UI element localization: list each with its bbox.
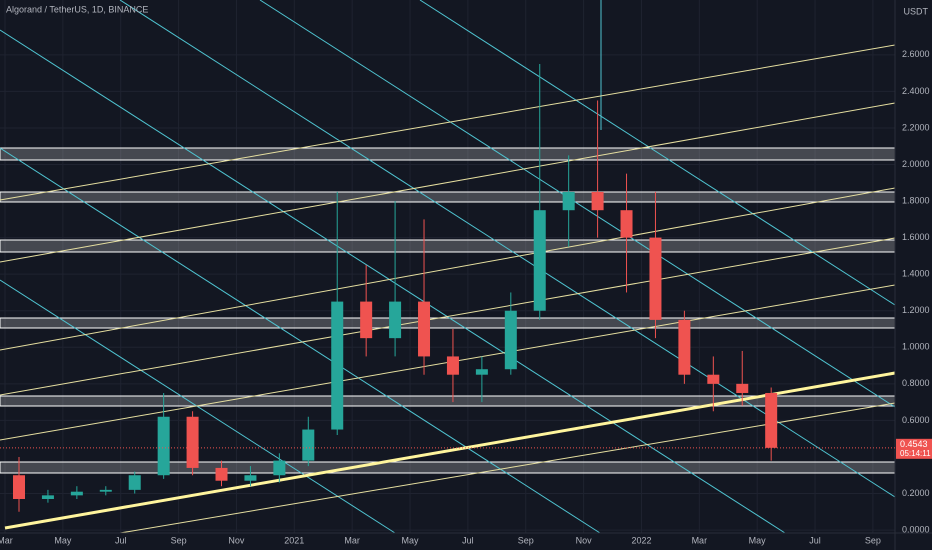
candle-body bbox=[707, 374, 720, 384]
candle-body bbox=[533, 210, 546, 311]
zone bbox=[0, 317, 896, 329]
candle-body bbox=[244, 475, 257, 481]
candle-body bbox=[389, 301, 402, 339]
x-tick-label: Mar bbox=[0, 535, 13, 545]
candle-body bbox=[620, 210, 633, 238]
candle-body bbox=[649, 237, 662, 320]
x-tick-label: Nov bbox=[228, 535, 245, 545]
y-tick-label: 0.0000 bbox=[902, 524, 930, 534]
zone bbox=[0, 239, 896, 253]
candle-body bbox=[418, 301, 431, 357]
x-tick-label: Mar bbox=[692, 535, 708, 545]
y-tick-label: 1.6000 bbox=[902, 232, 930, 242]
x-tick-label: Jul bbox=[115, 535, 127, 545]
trend-line bbox=[4, 371, 896, 530]
x-tick-label: Sep bbox=[171, 535, 187, 545]
candle-body bbox=[273, 460, 286, 476]
candle-body bbox=[99, 489, 112, 492]
x-tick-label: May bbox=[54, 535, 72, 545]
candle-body bbox=[13, 475, 25, 500]
x-tick-label: Sep bbox=[865, 535, 881, 545]
candle-body bbox=[736, 383, 749, 393]
candle-body bbox=[302, 429, 315, 461]
zone bbox=[0, 191, 896, 203]
trend-line bbox=[0, 102, 896, 263]
trend-line bbox=[259, 0, 896, 408]
zone bbox=[0, 461, 896, 474]
countdown: 05:14:11 bbox=[900, 449, 931, 458]
x-tick-label: Nov bbox=[576, 535, 593, 545]
x-tick-label: Sep bbox=[518, 535, 534, 545]
candle-body bbox=[157, 416, 170, 476]
candle-body bbox=[41, 495, 54, 500]
trend-line bbox=[0, 279, 396, 534]
price-badge bbox=[896, 438, 932, 459]
y-tick-label: 1.2000 bbox=[902, 305, 930, 315]
candle-body bbox=[128, 475, 141, 490]
candle-body bbox=[215, 467, 228, 481]
drawings bbox=[0, 0, 896, 534]
y-tick-label: 0.8000 bbox=[902, 378, 930, 388]
candle-body bbox=[360, 301, 373, 339]
y-tick-label: 0.2000 bbox=[902, 488, 930, 498]
y-tick-label: 2.2000 bbox=[902, 122, 930, 132]
candle-body bbox=[504, 310, 517, 370]
trend-line bbox=[0, 44, 896, 201]
candle-body bbox=[591, 191, 604, 211]
y-tick-label: 2.0000 bbox=[902, 159, 930, 169]
x-tick-label: 2022 bbox=[631, 535, 651, 545]
y-tick-label: 0.6000 bbox=[902, 415, 930, 425]
candle-body bbox=[446, 356, 459, 375]
x-tick-label: Jul bbox=[809, 535, 821, 545]
zone bbox=[0, 147, 896, 161]
currency: USDT bbox=[904, 6, 929, 16]
x-tick-label: May bbox=[749, 535, 767, 545]
candle-body bbox=[562, 191, 575, 211]
candle-body bbox=[331, 301, 344, 430]
x-tick-label: 2021 bbox=[284, 535, 304, 545]
y-tick-label: 1.0000 bbox=[902, 342, 930, 352]
x-tick-label: May bbox=[402, 535, 420, 545]
candle-body bbox=[765, 392, 778, 448]
candle-body bbox=[475, 369, 488, 375]
y-tick-label: 1.4000 bbox=[902, 269, 930, 279]
x-tick-label: Mar bbox=[344, 535, 360, 545]
candle-body bbox=[70, 491, 83, 496]
y-tick-label: 2.4000 bbox=[902, 86, 930, 96]
trend-line bbox=[0, 237, 896, 396]
y-tick-label: 2.6000 bbox=[902, 49, 930, 59]
trend-line bbox=[0, 187, 896, 351]
trend-line bbox=[419, 0, 896, 306]
y-tick-label: 1.8000 bbox=[902, 195, 930, 205]
chart-title: Algorand / TetherUS, 1D, BINANCE bbox=[6, 4, 148, 14]
x-tick-label: Jul bbox=[462, 535, 474, 545]
candle-body bbox=[186, 416, 199, 468]
candle-body bbox=[678, 319, 691, 375]
trend-line bbox=[0, 29, 786, 534]
last-price: 0.4543 bbox=[900, 439, 928, 449]
